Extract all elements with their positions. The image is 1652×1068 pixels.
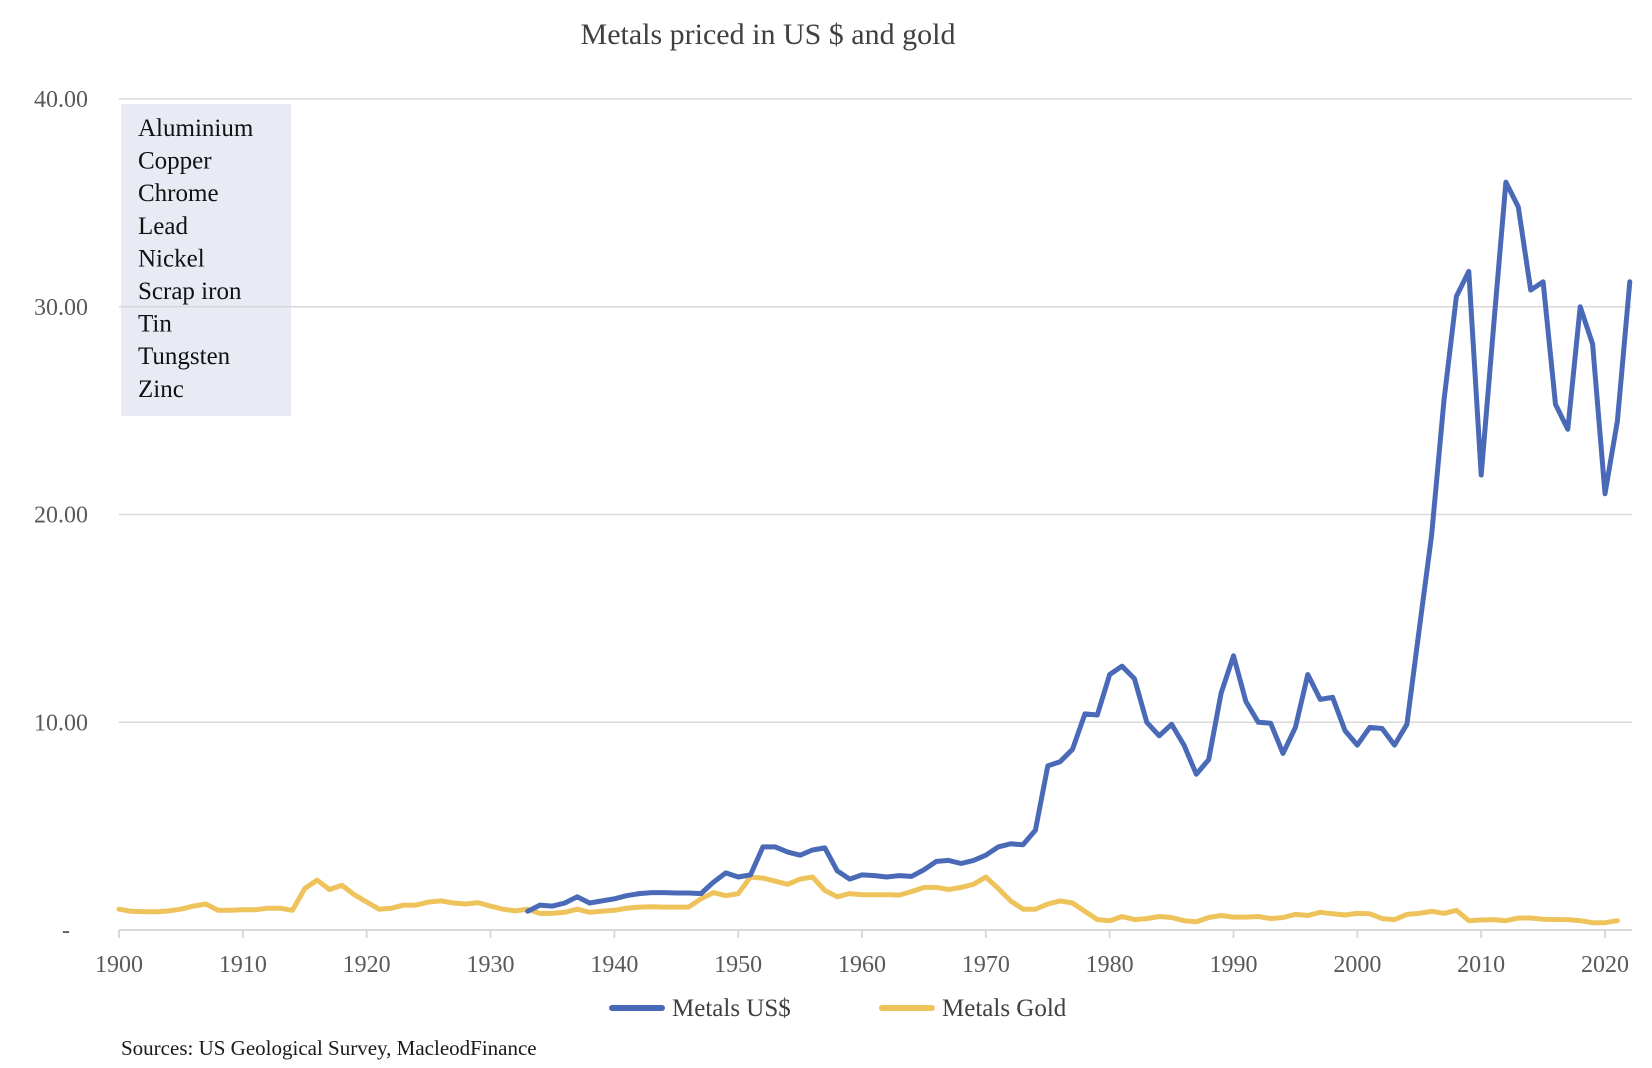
source-note: Sources: US Geological Survey, MacleodFi… bbox=[121, 1036, 537, 1060]
x-tick-label: 1950 bbox=[714, 952, 762, 978]
y-tick-label: 20.00 bbox=[34, 503, 88, 529]
legend-item-metals-usd[interactable]: Metals US$ bbox=[609, 995, 791, 1022]
x-tick-label: 1930 bbox=[467, 952, 515, 978]
y-tick-label: 30.00 bbox=[34, 295, 88, 321]
metal-item: Copper bbox=[138, 148, 212, 175]
metals-list-background bbox=[121, 104, 291, 416]
metal-item: Tungsten bbox=[138, 343, 231, 370]
metal-item: Zinc bbox=[138, 376, 184, 403]
y-tick-label: - bbox=[62, 918, 70, 944]
x-tick-label: 1980 bbox=[1086, 952, 1134, 978]
series-line-metals-gold bbox=[116, 874, 1620, 926]
series-line-metals-us bbox=[525, 179, 1633, 914]
x-tick-label: 1960 bbox=[838, 952, 886, 978]
metal-item: Scrap iron bbox=[138, 278, 242, 305]
series bbox=[116, 179, 1633, 926]
x-tick-label: 2000 bbox=[1333, 952, 1381, 978]
metals-list-box: Aluminium Copper Chrome Lead Nickel Scrap iro… bbox=[121, 104, 291, 416]
gridlines bbox=[119, 98, 1632, 723]
x-tick-label: 1940 bbox=[590, 952, 638, 978]
x-tick-label: 1970 bbox=[962, 952, 1010, 978]
metal-item: Tin bbox=[138, 311, 172, 338]
x-axis: 1900 1910 1920 1930 1940 1950 1960 1970 1980 1990… bbox=[95, 929, 1632, 978]
x-tick-label: 2020 bbox=[1581, 952, 1629, 978]
metal-item: Lead bbox=[138, 213, 188, 240]
y-axis: - 10.00 20.00 30.00 40.00 bbox=[34, 87, 88, 944]
legend: Metals US$ Metals Gold bbox=[609, 995, 1067, 1022]
x-tick-label: 1900 bbox=[95, 952, 143, 978]
x-tick-label: 1990 bbox=[1210, 952, 1258, 978]
metal-item: Nickel bbox=[138, 245, 205, 272]
legend-item-metals-gold[interactable]: Metals Gold bbox=[879, 995, 1067, 1022]
legend-label-metals-usd: Metals US$ bbox=[672, 995, 791, 1022]
x-tick-label: 1920 bbox=[343, 952, 391, 978]
metal-item: Chrome bbox=[138, 180, 219, 207]
chart-title: Metals priced in US $ and gold bbox=[581, 18, 956, 51]
y-tick-label: 40.00 bbox=[34, 87, 88, 113]
legend-label-metals-gold: Metals Gold bbox=[942, 995, 1067, 1022]
y-tick-label: 10.00 bbox=[34, 710, 88, 736]
metal-item: Aluminium bbox=[138, 115, 254, 142]
x-tick-label: 2010 bbox=[1457, 952, 1505, 978]
x-tick-label: 1910 bbox=[219, 952, 267, 978]
